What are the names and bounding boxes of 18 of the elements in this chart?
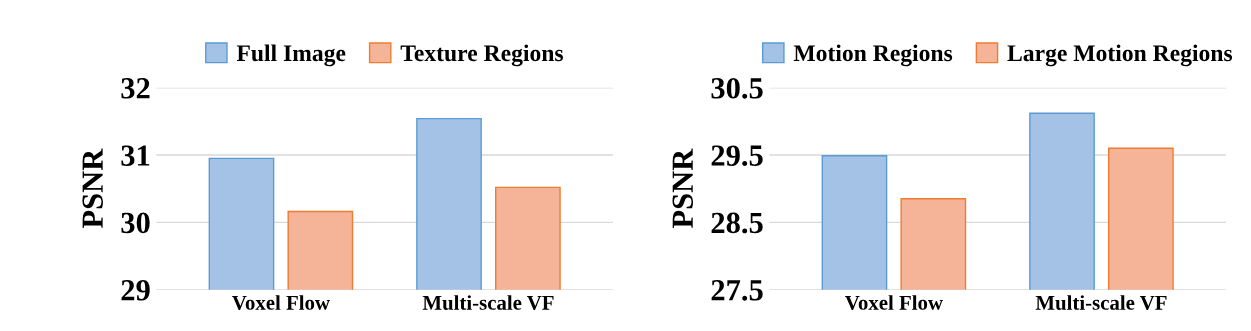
x-tick-label: Voxel Flow (232, 295, 330, 310)
y-tick-label: 27.5 (711, 279, 763, 301)
y-tick-label: 31 (121, 145, 150, 166)
y-tick-label: 28.5 (711, 212, 763, 234)
y-tick-label: 30.5 (711, 78, 763, 99)
legend-label: Full Image (236, 44, 346, 67)
legend-label: Texture Regions (400, 44, 564, 67)
y-tick-label: 32 (121, 78, 150, 99)
legend-label: Motion Regions (793, 44, 953, 67)
y-tick-label: 29 (121, 279, 150, 301)
y-axis-title: PSNR (672, 148, 694, 229)
x-tick-label: Multi-scale VF (422, 295, 554, 310)
y-tick-label: 29.5 (711, 145, 763, 167)
y-tick-label: 30 (121, 212, 150, 234)
y-axis-title: PSNR (82, 148, 103, 229)
legend-label: Large Motion Regions (1007, 44, 1233, 67)
x-tick-label: Multi-scale VF (1035, 295, 1167, 310)
x-tick-label: Voxel Flow (845, 295, 943, 310)
